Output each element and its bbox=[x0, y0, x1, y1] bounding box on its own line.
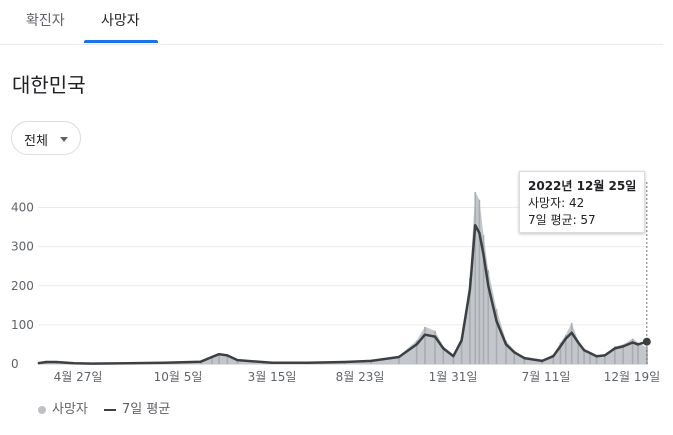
region-title: 대한민국 bbox=[12, 73, 86, 97]
x-tick-label: 3월 15일 bbox=[248, 370, 297, 384]
daily-bar bbox=[452, 354, 455, 364]
y-tick-label: 200 bbox=[11, 279, 34, 293]
daily-bar bbox=[434, 330, 436, 364]
tab-confirmed[interactable]: 확진자 bbox=[26, 13, 65, 29]
daily-bar bbox=[564, 334, 567, 364]
legend-daily: 사망자 bbox=[38, 398, 88, 417]
chart-legend: 사망자 7일 평균 bbox=[38, 398, 182, 417]
daily-bar bbox=[495, 309, 498, 364]
legend-daily-label: 사망자 bbox=[52, 402, 88, 417]
caret-down-icon bbox=[60, 137, 68, 142]
legend-average: 7일 평균 bbox=[104, 398, 170, 417]
x-tick-label: 7월 11일 bbox=[522, 370, 571, 384]
y-tick-label: 0 bbox=[11, 357, 19, 371]
x-tick-label: 4월 27일 bbox=[54, 370, 103, 384]
tab-bar: 확진자 사망자 bbox=[0, 0, 663, 45]
x-tick-label: 1월 31일 bbox=[429, 370, 478, 384]
period-filter-button[interactable]: 전체 bbox=[11, 121, 81, 155]
x-tick-label: 10월 5일 bbox=[154, 370, 203, 384]
daily-bar bbox=[226, 354, 229, 364]
tooltip-date: 2022년 12월 25일 bbox=[528, 179, 637, 193]
daily-bar bbox=[218, 353, 220, 364]
daily-bar bbox=[469, 277, 471, 364]
daily-bar bbox=[370, 360, 372, 364]
tab-deaths[interactable]: 사망자 bbox=[101, 13, 140, 29]
line-icon bbox=[104, 408, 117, 411]
daily-bar bbox=[505, 340, 507, 364]
average-line bbox=[37, 223, 648, 365]
daily-bar bbox=[37, 362, 39, 364]
x-tick-label: 12월 19일 bbox=[604, 370, 660, 384]
daily-bar bbox=[460, 336, 463, 364]
daily-bar bbox=[622, 344, 624, 364]
daily-bar bbox=[236, 360, 239, 364]
x-tick-label: 8월 23일 bbox=[336, 370, 385, 384]
chart-tooltip: 2022년 12월 25일 사망자: 42 7일 평균: 57 bbox=[519, 171, 645, 233]
daily-bar bbox=[478, 199, 481, 364]
daily-bar bbox=[631, 338, 634, 364]
tooltip-average: 7일 평균: 57 bbox=[528, 213, 596, 227]
daily-bar bbox=[570, 322, 573, 364]
daily-bar bbox=[424, 326, 426, 364]
daily-bar bbox=[552, 354, 555, 364]
daily-bar bbox=[614, 346, 616, 364]
daily-bar bbox=[398, 356, 400, 364]
daily-bar bbox=[577, 340, 579, 364]
daily-bar bbox=[211, 356, 213, 364]
daily-bar bbox=[595, 356, 598, 364]
daily-bar bbox=[589, 352, 591, 364]
hover-point bbox=[642, 337, 651, 346]
active-tab-indicator bbox=[84, 40, 158, 43]
daily-bar bbox=[541, 360, 543, 364]
daily-bar bbox=[442, 346, 445, 364]
daily-bar bbox=[415, 340, 418, 364]
daily-bar bbox=[474, 191, 477, 364]
daily-bar bbox=[637, 342, 639, 364]
daily-bar bbox=[513, 350, 516, 364]
daily-bar bbox=[604, 354, 606, 364]
daily-bar bbox=[583, 348, 585, 364]
tooltip-deaths: 사망자: 42 bbox=[528, 196, 585, 210]
y-tick-label: 300 bbox=[11, 240, 34, 254]
daily-bar bbox=[523, 358, 526, 364]
y-tick-label: 400 bbox=[11, 201, 34, 215]
period-filter-label: 전체 bbox=[24, 134, 48, 149]
daily-bar bbox=[487, 270, 490, 364]
daily-bar bbox=[482, 234, 485, 364]
y-tick-label: 100 bbox=[11, 318, 34, 332]
dot-icon bbox=[38, 405, 46, 414]
legend-average-label: 7일 평균 bbox=[122, 402, 171, 417]
daily-bar bbox=[559, 342, 562, 364]
